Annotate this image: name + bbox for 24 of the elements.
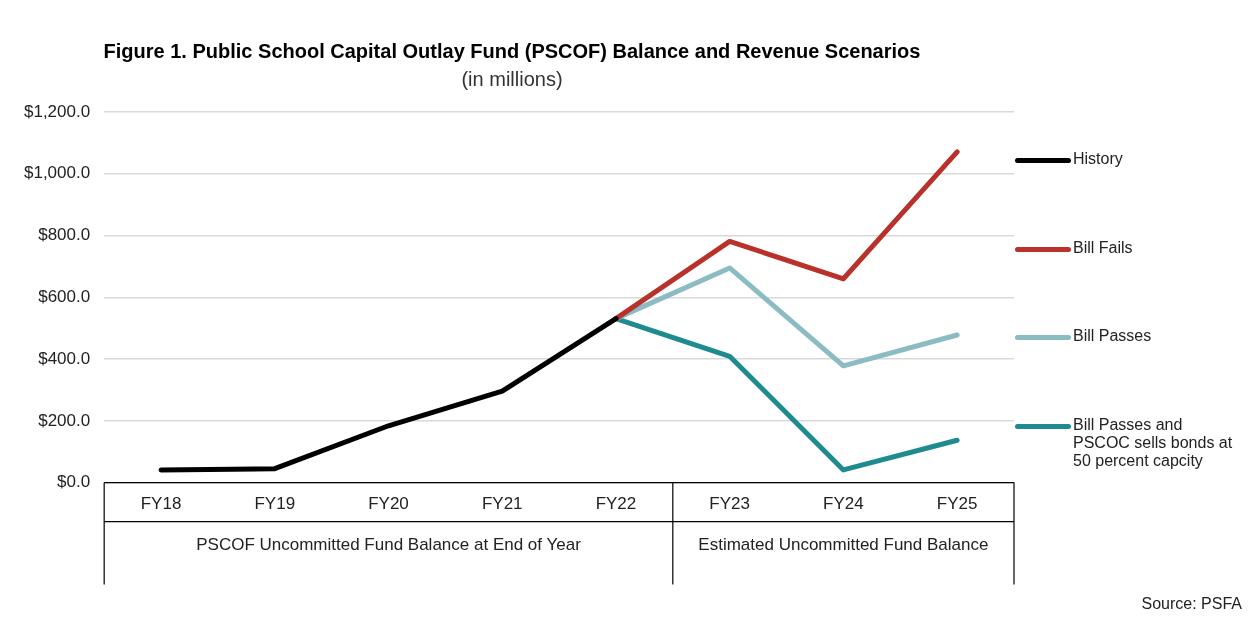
y-tick-label: $600.0 [38, 286, 91, 306]
chart-subtitle: (in millions) [461, 67, 563, 90]
legend-label: Bill Passes [1073, 327, 1152, 346]
y-tick-label: $200.0 [38, 410, 91, 430]
legend-label: History [1073, 150, 1123, 168]
x-tick-label: FY23 [709, 494, 750, 514]
chart-title: Figure 1. Public School Capital Outlay Fund (PSCOF) Balance and Revenue Scenarios [103, 39, 921, 62]
y-tick-label: $1,000.0 [23, 163, 91, 183]
x-tick-label: FY20 [368, 494, 409, 514]
x-tick-label: FY25 [936, 494, 978, 514]
source-note: Source: PSFA [1141, 595, 1242, 613]
y-tick-label: $400.0 [38, 348, 91, 368]
x-tick-label: FY21 [481, 494, 523, 514]
text: Estimated Uncommitted Fund Balance [698, 535, 989, 555]
y-tick-label: $800.0 [38, 225, 91, 245]
x-tick-label: FY24 [823, 494, 864, 514]
legend-label: Bill Fails [1073, 238, 1133, 257]
legend-label: Bill Passes and PSCOC sells bonds at 50 percent capcity [1073, 415, 1234, 470]
text: PSCOF Uncommitted Fund Balance at End of Year [196, 535, 582, 555]
x-tick-label: FY19 [254, 494, 296, 514]
y-tick-label: $0.0 [57, 472, 91, 492]
y-tick-label: $1,200.0 [23, 101, 91, 121]
x-tick-label: FY22 [595, 494, 637, 514]
x-tick-label: FY18 [140, 494, 182, 514]
